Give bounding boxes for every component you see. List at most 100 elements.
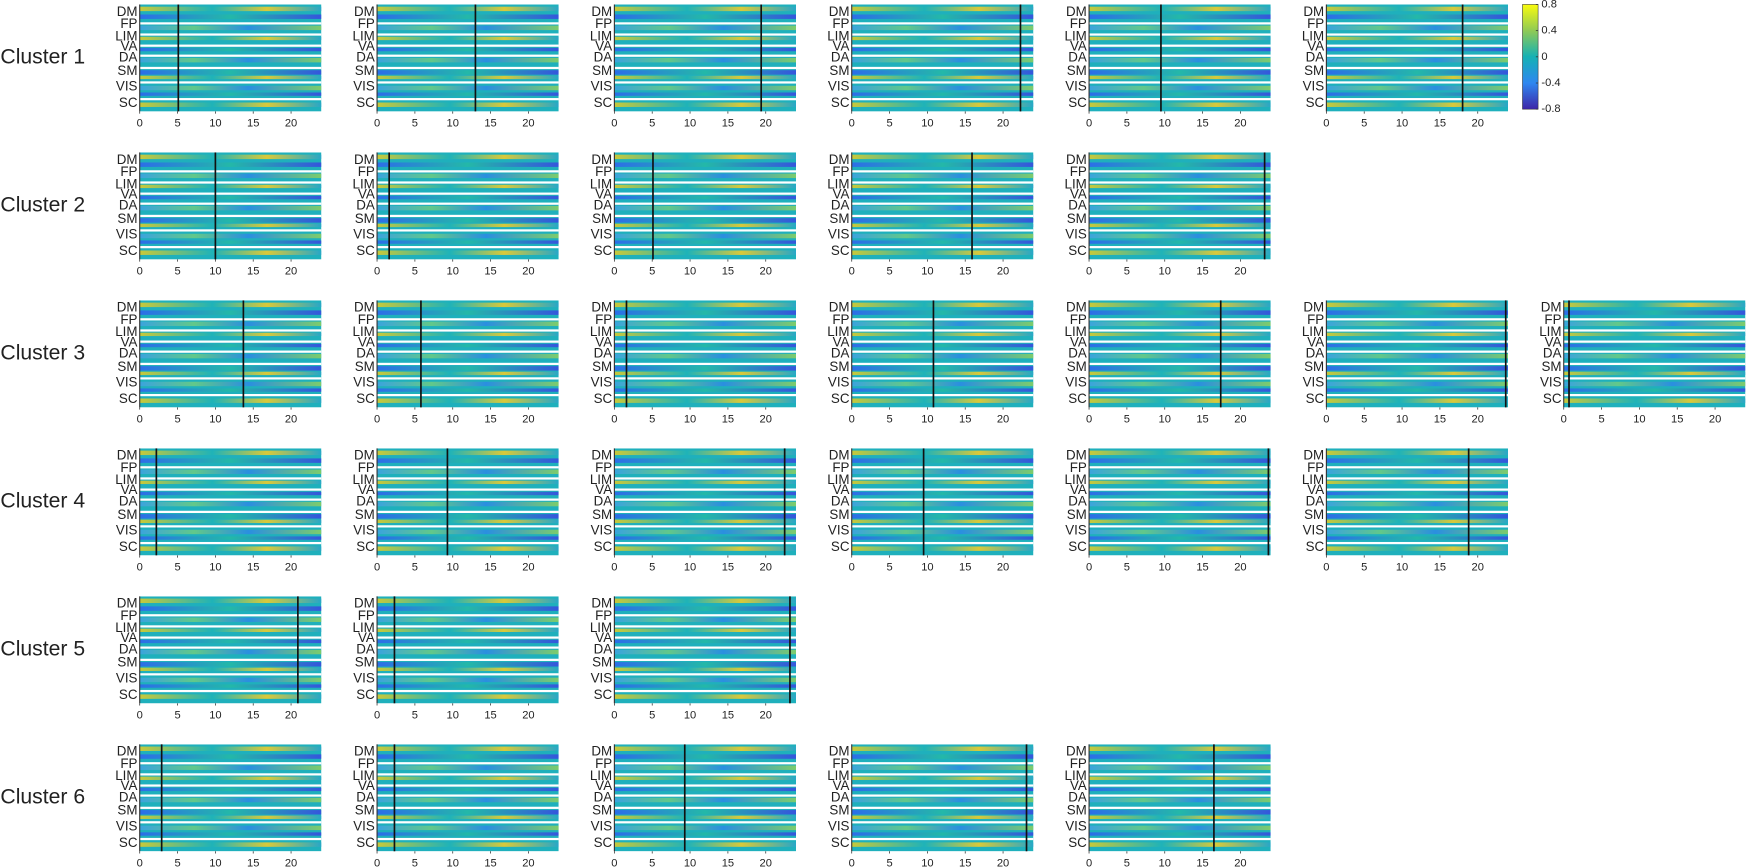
x-tick-label: 0 [611, 118, 617, 130]
y-tick-label: SM [592, 211, 612, 226]
x-tick-label: 15 [247, 710, 259, 722]
y-tick-label: DM [829, 744, 850, 759]
cluster-label: Cluster 1 [0, 46, 85, 69]
y-tick-label: SM [117, 359, 137, 374]
y-tick-label: FP [832, 164, 849, 179]
y-tick-label: VA [121, 186, 138, 201]
y-tick-label: VIS [591, 818, 613, 833]
y-tick-label: DM [117, 596, 138, 611]
x-tick-label: 20 [285, 414, 297, 426]
x-tick-label: 20 [997, 118, 1009, 130]
x-tick-label: 5 [1361, 118, 1367, 130]
x-tick-label: 0 [1561, 414, 1567, 426]
heatmap [1326, 4, 1508, 111]
y-tick-label: SC [594, 243, 613, 258]
x-tick-label: 10 [447, 562, 459, 574]
y-tick-label: SC [594, 95, 613, 110]
y-tick-label: SM [117, 507, 137, 522]
heatmap [614, 152, 796, 259]
x-tick-label: 0 [137, 710, 143, 722]
y-tick-label: SM [592, 655, 612, 670]
x-tick-label: 0 [137, 266, 143, 278]
y-tick-label: VA [1307, 482, 1324, 497]
x-tick-label: 10 [1159, 414, 1171, 426]
y-tick-label: SC [119, 95, 138, 110]
y-tick-label: DA [1543, 345, 1562, 360]
heatmap [1326, 448, 1508, 555]
x-tick-label: 10 [1159, 118, 1171, 130]
x-tick-label: 0 [137, 118, 143, 130]
y-tick-label: SM [829, 507, 849, 522]
x-tick-label: 15 [1434, 414, 1446, 426]
y-tick-label: VA [358, 482, 375, 497]
x-tick-label: 15 [247, 857, 259, 868]
x-tick-label: 20 [522, 710, 534, 722]
x-tick-label: 0 [849, 266, 855, 278]
colorbar-tick-label: 0.8 [1541, 0, 1556, 10]
y-tick-label: LIM [1302, 28, 1324, 43]
x-tick-label: 5 [174, 562, 180, 574]
x-tick-label: 10 [447, 414, 459, 426]
y-tick-label: SM [1304, 507, 1324, 522]
x-tick-label: 10 [209, 562, 221, 574]
x-tick-label: 0 [374, 118, 380, 130]
y-tick-label: LIM [590, 620, 612, 635]
x-tick-label: 5 [1124, 414, 1130, 426]
x-tick-label: 0 [1086, 118, 1092, 130]
y-tick-label: FP [832, 460, 849, 475]
x-tick-label: 0 [374, 414, 380, 426]
y-tick-label: FP [595, 608, 612, 623]
cluster-label: Cluster 6 [0, 785, 85, 808]
heatmap [377, 4, 559, 111]
y-tick-label: DM [591, 152, 612, 167]
y-tick-label: LIM [827, 472, 849, 487]
x-tick-label: 0 [1323, 562, 1329, 574]
y-tick-label: DA [119, 493, 138, 508]
x-tick-label: 20 [1234, 857, 1246, 868]
y-tick-label: FP [120, 164, 137, 179]
heatmap [852, 152, 1034, 259]
y-tick-label: SC [356, 687, 375, 702]
y-tick-label: VA [358, 38, 375, 53]
y-tick-label: DM [1066, 300, 1087, 315]
y-tick-label: SC [1306, 95, 1325, 110]
y-tick-label: SC [594, 687, 613, 702]
x-tick-label: 0 [849, 118, 855, 130]
y-tick-label: DM [117, 152, 138, 167]
x-tick-label: 15 [247, 562, 259, 574]
heatmap [852, 300, 1034, 407]
y-tick-label: FP [595, 312, 612, 327]
y-tick-label: VIS [1303, 374, 1325, 389]
y-tick-label: VIS [1065, 818, 1087, 833]
x-tick-label: 5 [1361, 562, 1367, 574]
x-tick-label: 10 [209, 266, 221, 278]
x-tick-label: 15 [1196, 414, 1208, 426]
heatmap [1089, 448, 1271, 555]
y-tick-label: LIM [827, 768, 849, 783]
x-tick-label: 10 [447, 857, 459, 868]
y-tick-label: LIM [353, 324, 375, 339]
x-tick-label: 20 [522, 266, 534, 278]
x-tick-label: 0 [374, 562, 380, 574]
x-tick-label: 0 [611, 414, 617, 426]
x-tick-label: 20 [522, 118, 534, 130]
x-tick-label: 5 [886, 857, 892, 868]
y-tick-label: LIM [1302, 324, 1324, 339]
y-tick-label: SM [592, 803, 612, 818]
y-tick-label: DA [831, 345, 850, 360]
y-tick-label: DA [119, 789, 138, 804]
x-tick-label: 0 [1086, 562, 1092, 574]
y-tick-label: FP [358, 460, 375, 475]
y-tick-label: LIM [353, 176, 375, 191]
y-tick-label: FP [1544, 312, 1561, 327]
y-tick-label: DA [119, 197, 138, 212]
y-tick-label: VA [1070, 482, 1087, 497]
x-tick-label: 5 [412, 266, 418, 278]
y-tick-label: VIS [1065, 78, 1087, 93]
y-tick-label: VIS [1065, 374, 1087, 389]
x-tick-label: 10 [684, 118, 696, 130]
y-tick-label: VA [358, 630, 375, 645]
x-tick-label: 5 [1124, 118, 1130, 130]
y-tick-label: VA [358, 334, 375, 349]
